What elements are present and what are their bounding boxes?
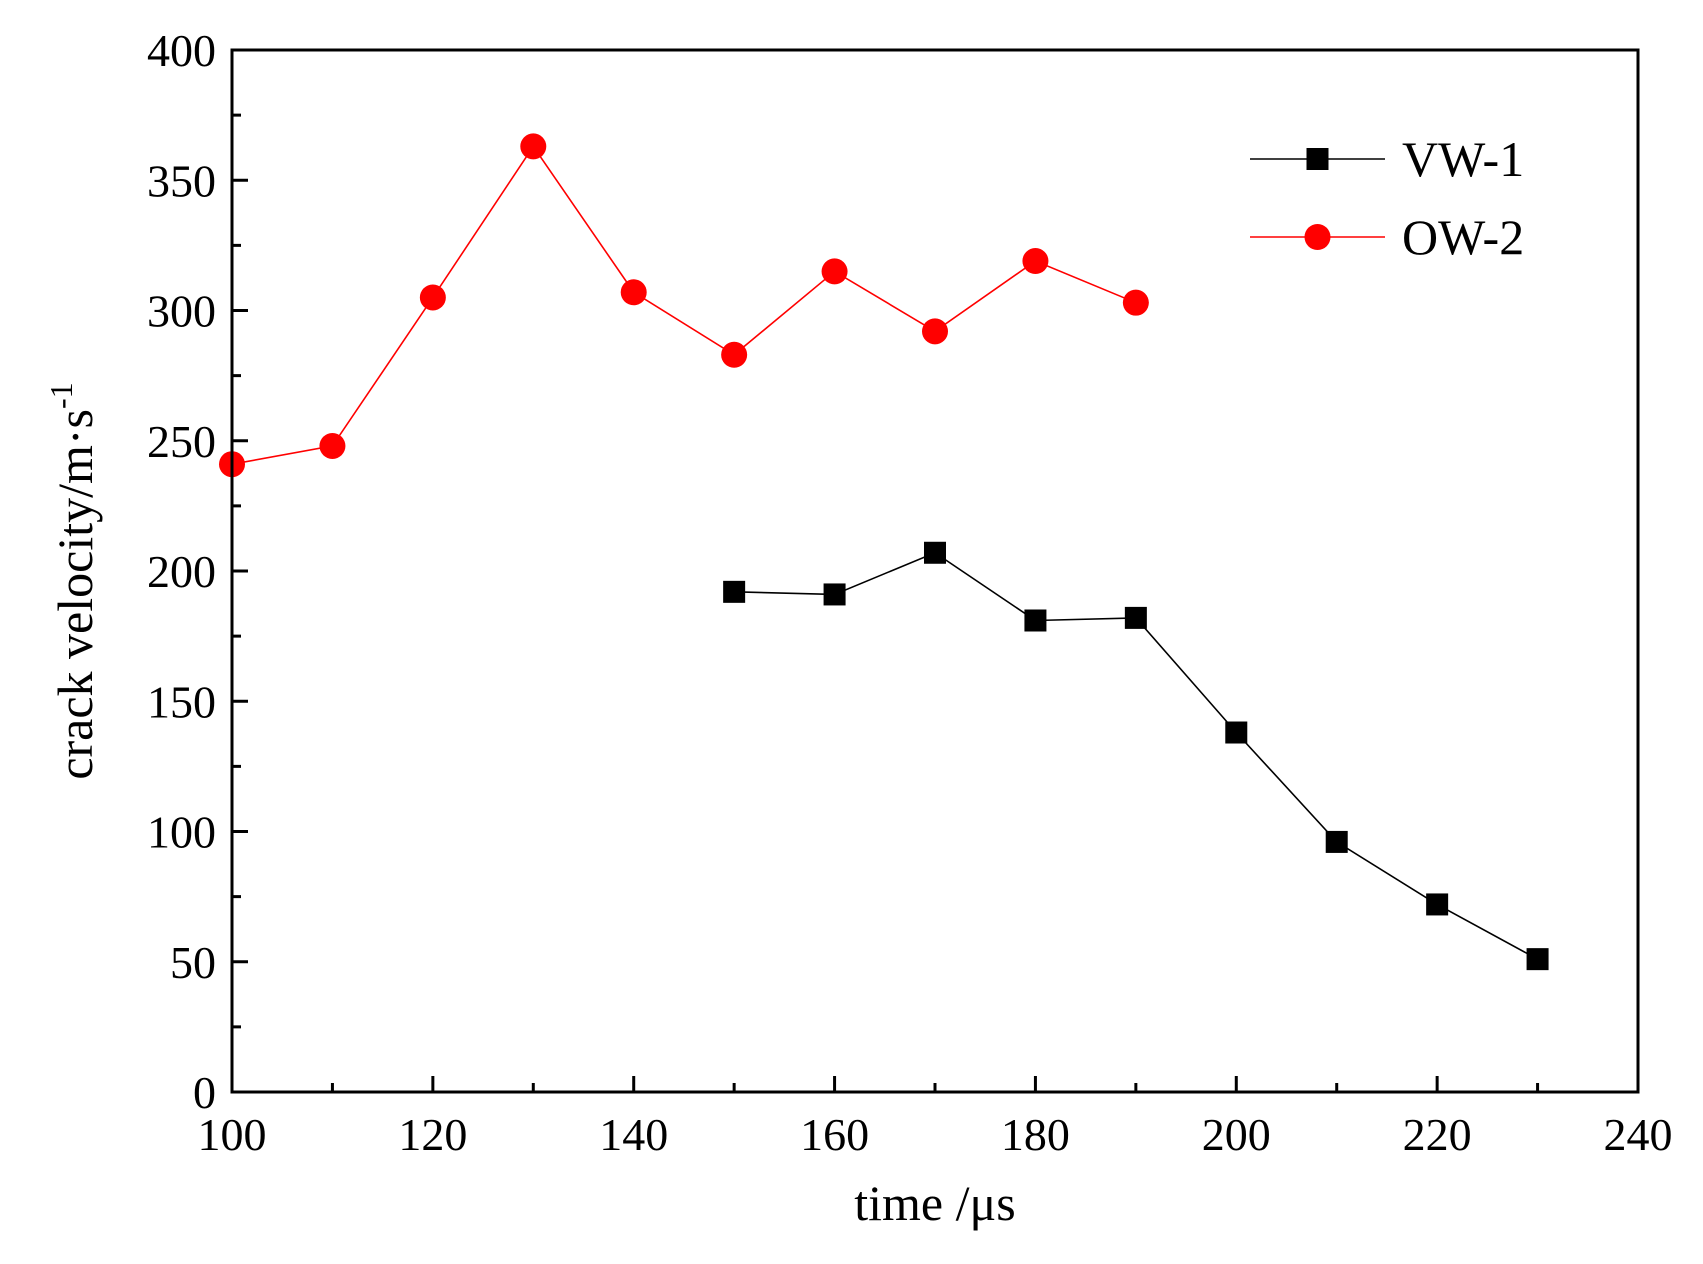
data-point-vw-1 — [823, 583, 846, 606]
data-point-vw-1 — [1426, 893, 1449, 916]
y-tick-label: 250 — [147, 416, 216, 467]
x-tick-label: 140 — [599, 1109, 668, 1160]
y-tick-label: 350 — [147, 155, 216, 206]
x-axis-title: time /μs — [854, 1175, 1016, 1231]
y-tick-label: 100 — [147, 807, 216, 858]
series-ow-2 — [219, 133, 1149, 478]
axis-tick-labels: 0 50 100 150 200 250 300 350 400 100 120 140 160 180 2… — [147, 25, 1673, 1160]
y-tick-label: 400 — [147, 25, 216, 76]
data-point-ow-2 — [620, 279, 647, 306]
data-point-vw-1 — [1526, 948, 1549, 971]
data-point-vw-1 — [1225, 721, 1248, 744]
y-axis-title: crack velocity/m·s-1 — [43, 382, 103, 779]
x-tick-label: 240 — [1604, 1109, 1673, 1160]
data-point-ow-2 — [520, 133, 547, 160]
y-tick-label: 200 — [147, 546, 216, 597]
x-tick-label: 160 — [800, 1109, 869, 1160]
data-point-ow-2 — [721, 341, 748, 368]
y-tick-label: 0 — [193, 1067, 216, 1118]
data-point-ow-2 — [1122, 289, 1149, 316]
data-series — [219, 133, 1549, 971]
y-axis-title-main: crack velocity/m·s — [47, 409, 103, 780]
data-point-vw-1 — [1325, 830, 1348, 853]
data-point-vw-1 — [1024, 609, 1047, 632]
data-point-ow-2 — [922, 318, 948, 345]
x-tick-label: 180 — [1001, 1109, 1070, 1160]
data-point-vw-1 — [1124, 606, 1147, 629]
data-point-ow-2 — [1022, 248, 1049, 275]
data-point-vw-1 — [723, 580, 746, 603]
y-tick-label: 50 — [170, 937, 216, 988]
series-line-ow-2 — [231, 144, 1137, 465]
y-tick-label: 150 — [147, 676, 216, 727]
plot-frame — [230, 48, 1640, 1094]
data-point-ow-2 — [319, 432, 346, 459]
x-tick-label: 220 — [1403, 1109, 1472, 1160]
data-point-vw-1 — [924, 541, 946, 564]
x-tick-label: 100 — [198, 1109, 267, 1160]
y-axis-title-superscript: -1 — [43, 382, 79, 409]
data-point-ow-2 — [821, 258, 848, 285]
data-point-ow-2 — [419, 284, 446, 311]
x-tick-label: 120 — [398, 1109, 467, 1160]
legend-label-ow-2: OW-2 — [1402, 209, 1524, 265]
legend: VW-1 OW-2 — [1250, 131, 1524, 265]
legend-marker-vw-1 — [1306, 148, 1329, 170]
legend-marker-ow-2 — [1304, 224, 1331, 250]
x-tick-label: 200 — [1202, 1109, 1271, 1160]
legend-label-vw-1: VW-1 — [1402, 131, 1524, 187]
series-vw-1 — [723, 541, 1549, 971]
y-tick-label: 300 — [147, 286, 216, 337]
